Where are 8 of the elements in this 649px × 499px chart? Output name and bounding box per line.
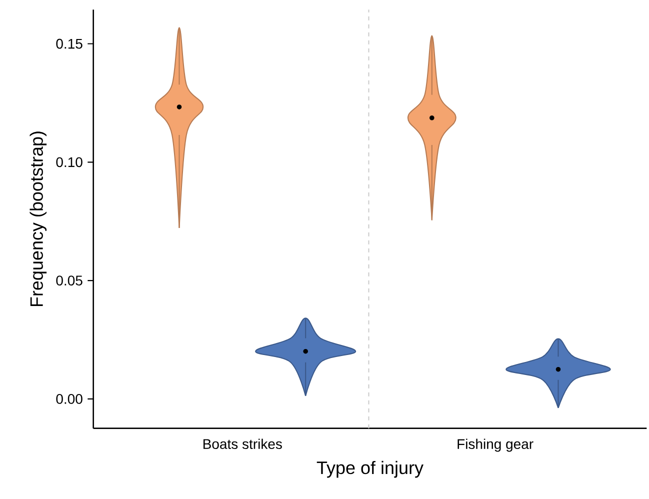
y-tick-label: 0.15 [56, 38, 82, 49]
x-axis-title: Type of injury [316, 460, 424, 478]
x-tick-label: Boats strikes [203, 438, 282, 450]
y-axis-title: Frequency (bootstrap) [30, 132, 47, 306]
y-tick-label: 0.10 [56, 157, 82, 168]
y-tick-label: 0.05 [56, 276, 82, 286]
x-tick-label: Fishing gear [458, 438, 534, 452]
y-tick-label: 0.00 [56, 394, 82, 404]
